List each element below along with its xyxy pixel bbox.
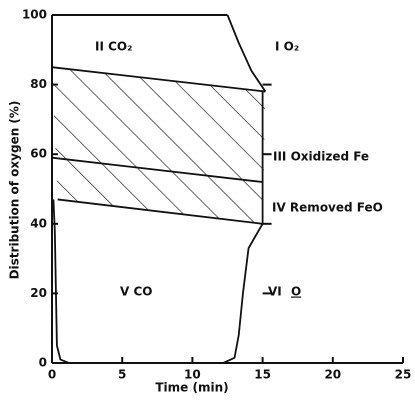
x-tick-label: 10 [184, 368, 201, 382]
x-tick-label: 0 [48, 368, 56, 382]
boundary-line [51, 66, 266, 93]
region-label: I O₂ [275, 40, 299, 54]
y-tick-label: 40 [30, 216, 47, 230]
y-tick-label: 80 [30, 77, 47, 91]
boundary-line [222, 223, 264, 364]
region-label: VI [268, 285, 282, 299]
y-tick-label: 0 [39, 356, 47, 370]
x-tick-label: 5 [118, 368, 126, 382]
boundary-line [226, 14, 267, 93]
region-label: IV Removed FeO [272, 201, 383, 215]
boundary-line [52, 199, 70, 364]
boundary-line [57, 198, 263, 225]
y-tick-label: 20 [30, 286, 47, 300]
x-tick-label: 15 [254, 368, 271, 382]
region-label: V CO [120, 285, 152, 299]
x-tick-label: 20 [324, 368, 341, 382]
hatched-region [52, 67, 266, 224]
region-label: O [291, 285, 301, 299]
y-tick-label: 100 [22, 8, 47, 22]
boundary-line [51, 156, 263, 183]
y-axis-label: Distribution of oxygen (%) [8, 101, 22, 280]
region-label: II CO₂ [95, 40, 132, 54]
y-tick-label: 60 [30, 147, 47, 161]
x-tick-label: 25 [395, 368, 412, 382]
x-axis-label: Time (min) [155, 381, 228, 395]
region-label: III Oxidized Fe [273, 150, 369, 164]
